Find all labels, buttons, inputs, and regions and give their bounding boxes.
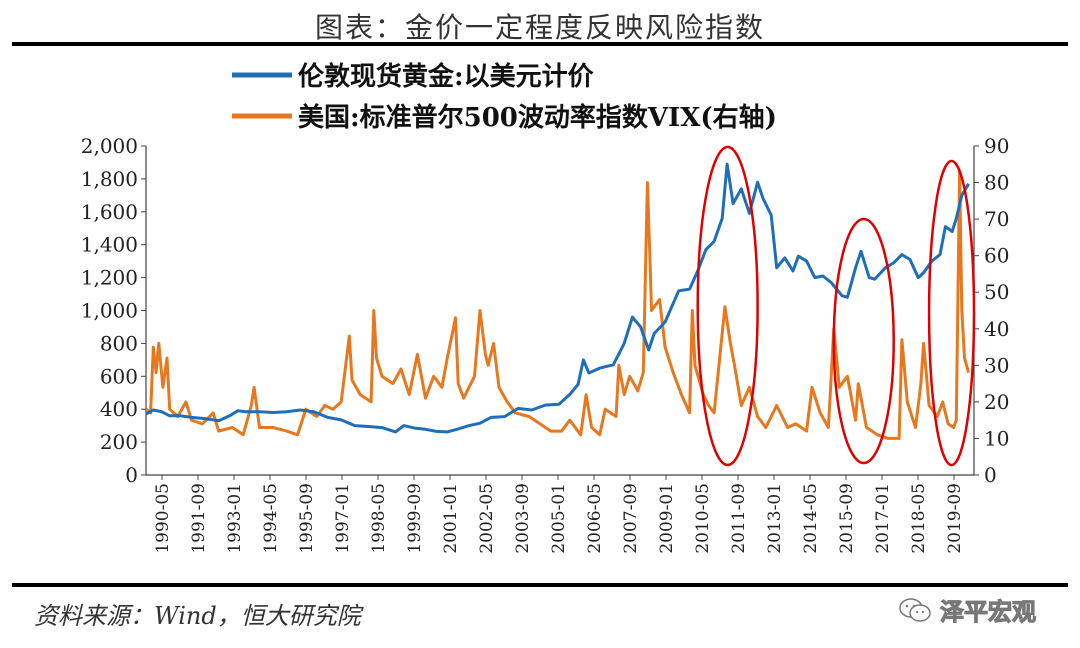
x-tick-label: 2001-01 — [441, 483, 461, 554]
watermark: 泽平宏观 — [898, 592, 1037, 627]
left-tick-label: 1,800 — [81, 167, 138, 191]
highlight-ellipse — [696, 145, 759, 467]
x-tick-label: 1995-09 — [297, 483, 317, 554]
x-tick-label: 2003-09 — [513, 483, 533, 554]
left-tick-label: 1,600 — [81, 200, 138, 224]
left-tick-label: 800 — [100, 331, 138, 355]
x-tick-label: 1999-09 — [405, 483, 425, 554]
x-tick-label: 1993-01 — [225, 483, 245, 554]
right-tick-label: 20 — [984, 390, 1009, 414]
page-title: 图表：金价一定程度反映风险指数 — [314, 11, 765, 44]
x-tick-label: 1990-05 — [153, 483, 173, 554]
highlight-ellipse — [927, 159, 976, 467]
right-tick-label: 50 — [984, 280, 1009, 304]
x-tick-label: 2009-01 — [657, 483, 677, 554]
right-tick-label: 40 — [984, 317, 1009, 341]
legend-label: 伦敦现货黄金:以美元计价 — [298, 61, 595, 92]
x-tick-label: 2017-01 — [873, 483, 893, 554]
x-tick-label: 2014-05 — [801, 483, 821, 554]
top-rule — [12, 42, 1068, 46]
x-tick-label: 2015-09 — [837, 483, 857, 554]
watermark-text: 泽平宏观 — [940, 598, 1037, 627]
left-tick-label: 200 — [100, 430, 138, 454]
right-tick-label: 30 — [984, 353, 1009, 377]
gold-price-series-line — [145, 162, 970, 434]
right-tick-label: 0 — [984, 463, 997, 487]
right-tick-label: 70 — [984, 207, 1009, 231]
x-tick-label: 2007-09 — [621, 483, 641, 554]
x-tick-label: 2010-05 — [693, 483, 713, 554]
right-tick-label: 10 — [984, 426, 1009, 450]
left-tick-label: 2,000 — [81, 134, 138, 158]
right-tick-label: 90 — [984, 134, 1009, 158]
highlight-ellipse — [832, 217, 895, 465]
x-tick-label: 1994-05 — [261, 483, 281, 554]
left-tick-label: 0 — [125, 463, 138, 487]
vix-series-line — [145, 170, 971, 440]
right-tick-label: 60 — [984, 244, 1009, 268]
x-tick-label: 2005-01 — [549, 483, 569, 554]
left-tick-label: 1,400 — [81, 233, 138, 257]
source-note: 资料来源：Wind，恒大研究院 — [34, 602, 361, 630]
x-tick-label: 1997-01 — [333, 483, 353, 554]
left-tick-label: 1,200 — [81, 266, 138, 290]
legend-label: 美国:标准普尔500波动率指数VIX(右轴) — [298, 102, 777, 133]
left-tick-label: 1,000 — [81, 299, 138, 323]
x-tick-label: 2018-05 — [909, 483, 929, 554]
x-tick-label: 2002-05 — [477, 483, 497, 554]
left-tick-label: 400 — [100, 397, 138, 421]
bottom-rule — [12, 583, 1068, 587]
x-tick-label: 2013-01 — [765, 483, 785, 554]
x-tick-label: 2019-09 — [945, 483, 965, 554]
x-tick-label: 2011-09 — [729, 483, 749, 554]
x-tick-label: 1998-05 — [369, 483, 389, 554]
wechat-icon — [899, 597, 931, 622]
x-tick-label: 1991-09 — [189, 483, 209, 554]
x-tick-label: 2006-05 — [585, 483, 605, 554]
left-tick-label: 600 — [100, 364, 138, 388]
right-tick-label: 80 — [984, 171, 1009, 195]
